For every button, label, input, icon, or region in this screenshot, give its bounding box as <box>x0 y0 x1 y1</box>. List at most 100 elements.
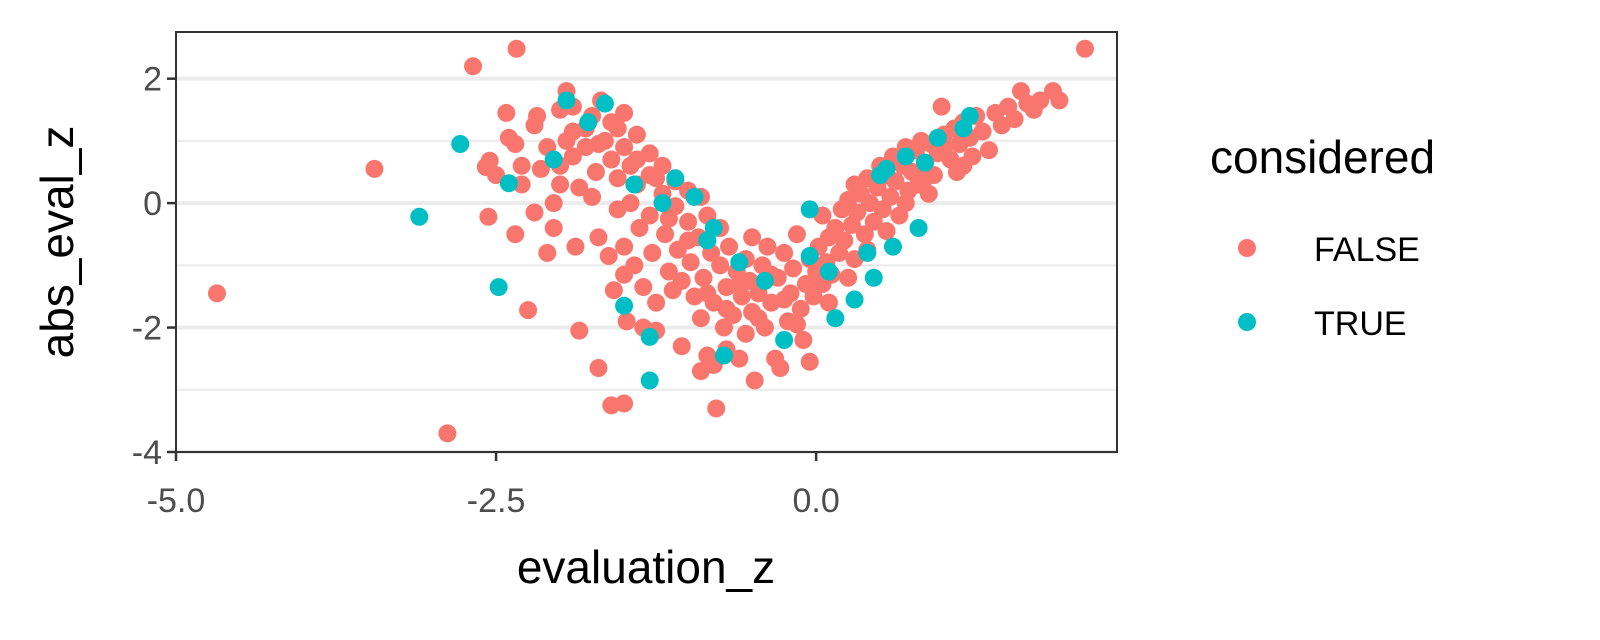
point-false <box>589 359 608 377</box>
point-true <box>826 309 845 328</box>
y-axis: -4 -2 0 2 <box>132 61 176 472</box>
plot-area <box>175 31 1118 454</box>
point-false <box>479 207 498 226</box>
point-false <box>973 122 992 141</box>
x-axis: -5.0 -2.5 0.0 <box>147 452 840 520</box>
point-false <box>1050 91 1069 110</box>
point-true <box>685 187 704 206</box>
point-false <box>915 169 934 188</box>
point-false <box>544 219 563 237</box>
point-false <box>659 262 678 281</box>
point-false <box>711 256 730 275</box>
point-false <box>787 315 806 334</box>
point-false <box>551 175 570 194</box>
point-false <box>919 184 938 203</box>
point-false <box>954 156 973 175</box>
point-false <box>589 135 608 153</box>
point-false <box>749 309 768 328</box>
y-axis-title: abs_eval_z <box>31 126 83 359</box>
point-false <box>771 359 790 377</box>
point-true <box>909 219 928 237</box>
point-false <box>736 324 755 343</box>
y-tick-label: -2 <box>132 310 162 348</box>
point-false <box>775 290 794 309</box>
point-false <box>656 225 675 244</box>
point-false <box>819 293 838 312</box>
point-false <box>365 159 384 178</box>
point-false <box>563 147 582 166</box>
point-false <box>627 125 646 144</box>
point-false <box>679 231 698 250</box>
point-false <box>487 166 506 185</box>
point-true <box>704 219 723 237</box>
point-false <box>681 253 700 272</box>
point-false <box>583 187 602 206</box>
point-false <box>1075 39 1094 58</box>
data-points <box>207 39 1094 443</box>
x-tick-label: 0.0 <box>793 482 840 520</box>
legend-key-false <box>1238 239 1256 257</box>
point-false <box>794 331 813 349</box>
point-false <box>630 219 649 237</box>
point-false <box>839 268 858 287</box>
point-false <box>659 209 678 228</box>
point-false <box>604 281 623 300</box>
point-true <box>960 107 979 125</box>
point-true <box>864 268 883 287</box>
point-false <box>1005 110 1024 129</box>
point-true <box>730 253 749 272</box>
point-true <box>640 327 659 346</box>
point-false <box>557 131 576 150</box>
point-true <box>928 128 947 147</box>
point-false <box>758 237 777 256</box>
point-false <box>877 222 896 241</box>
point-true <box>579 113 598 132</box>
point-false <box>647 293 666 312</box>
point-true <box>877 159 896 178</box>
y-tick-label: 0 <box>143 185 162 223</box>
point-true <box>489 278 508 297</box>
point-false <box>615 138 634 157</box>
point-false <box>602 150 621 169</box>
point-true <box>653 194 672 213</box>
x-tick-label: -2.5 <box>467 482 526 520</box>
plot-panel-border <box>175 31 1118 453</box>
point-false <box>586 163 605 181</box>
point-false <box>570 321 589 340</box>
point-false <box>625 256 644 275</box>
point-false <box>698 284 717 303</box>
point-false <box>525 203 544 222</box>
point-false <box>512 156 531 175</box>
point-false <box>932 97 951 116</box>
point-true <box>915 153 934 172</box>
point-false <box>621 194 640 213</box>
point-false <box>864 212 883 231</box>
point-false <box>694 268 713 287</box>
point-true <box>883 237 902 256</box>
point-false <box>804 287 823 306</box>
point-false <box>207 284 226 303</box>
point-false <box>615 237 634 256</box>
point-true <box>499 174 518 193</box>
point-true <box>845 290 864 309</box>
point-false <box>566 237 585 256</box>
point-false <box>589 228 608 247</box>
point-true <box>896 147 915 166</box>
point-false <box>617 312 636 331</box>
point-false <box>506 225 525 244</box>
point-true <box>800 200 819 219</box>
point-false <box>691 309 710 328</box>
x-axis-title: evaluation_z <box>517 541 775 593</box>
point-false <box>730 275 749 293</box>
legend-label-false: FALSE <box>1314 231 1420 269</box>
y-tick-label: 2 <box>143 61 162 99</box>
point-false <box>835 231 854 250</box>
point-true <box>625 175 644 194</box>
point-false <box>784 259 803 278</box>
point-true <box>775 331 794 349</box>
point-false <box>881 187 900 206</box>
point-false <box>464 57 483 76</box>
point-true <box>858 243 877 262</box>
point-false <box>672 337 691 356</box>
